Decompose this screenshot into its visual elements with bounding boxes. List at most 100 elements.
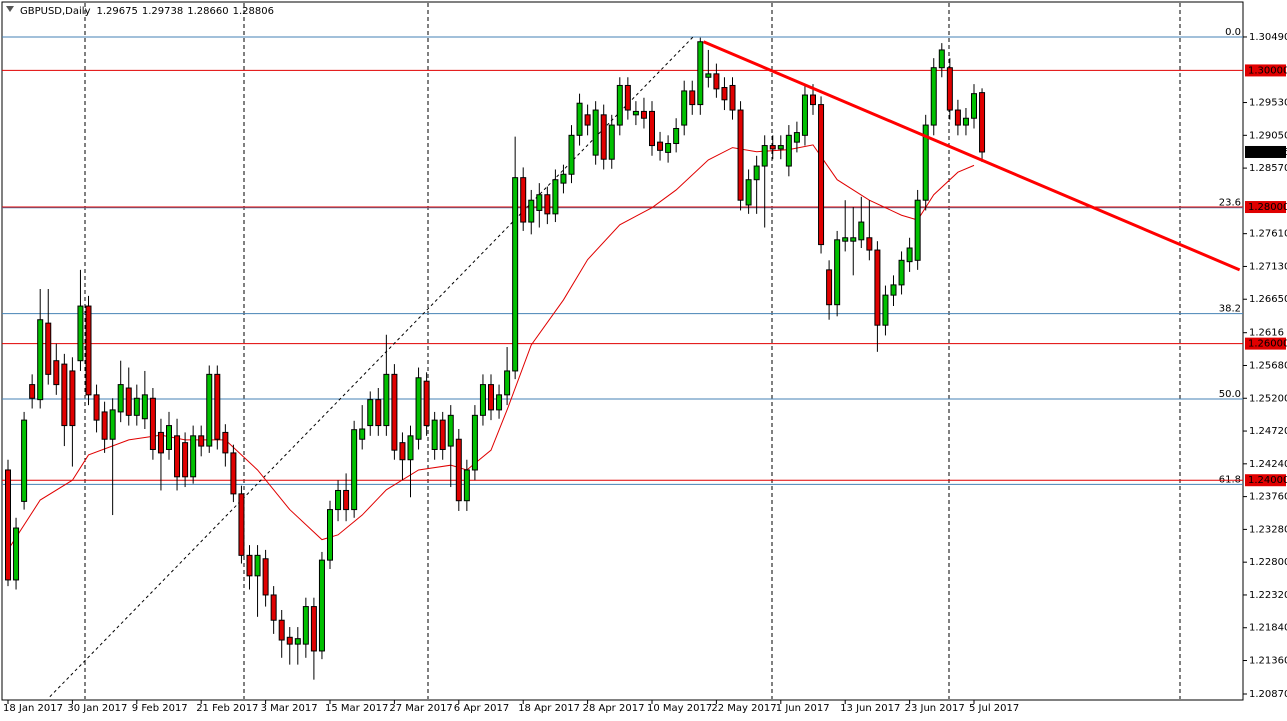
candle-body xyxy=(327,509,333,561)
quote-open: 1.29675 xyxy=(97,6,138,17)
candle-body xyxy=(415,377,422,440)
symbol-icon xyxy=(6,6,14,12)
candle-body xyxy=(946,67,953,111)
candle-body xyxy=(166,425,172,450)
candle-body xyxy=(665,143,672,153)
candle-body xyxy=(206,373,213,447)
level-label-box xyxy=(1245,64,1286,77)
candle-body xyxy=(149,397,156,450)
candle-body xyxy=(512,177,519,372)
candle-body xyxy=(954,109,961,126)
candle-body xyxy=(37,319,44,401)
candle-body xyxy=(649,110,655,147)
candle-body xyxy=(882,294,889,326)
candle-body xyxy=(45,322,52,375)
candle-body xyxy=(552,179,559,215)
candle-body xyxy=(624,84,631,111)
candle-body xyxy=(745,179,752,206)
candle-body xyxy=(463,469,470,502)
candle-body xyxy=(496,394,503,411)
candle-body xyxy=(850,237,857,242)
candle-body xyxy=(721,87,728,101)
candle-body xyxy=(858,221,865,241)
candle-body xyxy=(608,124,615,160)
candle-body xyxy=(842,237,849,242)
quote-close: 1.28806 xyxy=(233,6,274,17)
y-tick-label: 1.24240 xyxy=(1249,459,1287,470)
current-price-box xyxy=(1245,145,1286,158)
candle-body xyxy=(818,104,825,246)
candle-body xyxy=(560,173,567,184)
candle-body xyxy=(600,114,607,160)
candle-body xyxy=(962,117,969,126)
candle-body xyxy=(705,73,712,78)
candle-body xyxy=(383,373,390,427)
candle-body xyxy=(979,92,986,153)
candle-body xyxy=(455,438,462,502)
candle-body xyxy=(302,606,309,645)
candle-body xyxy=(141,394,148,420)
candle-body xyxy=(77,305,84,362)
y-tick-label: 1.22320 xyxy=(1249,590,1287,601)
candle-body xyxy=(737,109,744,201)
candle-body xyxy=(29,384,36,399)
candle-body xyxy=(53,360,60,386)
candle-body xyxy=(922,124,929,201)
candle-body xyxy=(777,145,784,150)
candle-body xyxy=(101,411,108,440)
x-tick-label: 3 Mar 2017 xyxy=(261,703,318,714)
y-tick-label: 1.2616 xyxy=(1249,328,1284,339)
quote-high: 1.29738 xyxy=(142,6,183,17)
quote-low: 1.28660 xyxy=(187,6,228,17)
x-tick-label: 5 Jul 2017 xyxy=(969,703,1019,714)
x-tick-label: 18 Jan 2017 xyxy=(3,703,63,714)
candle-body xyxy=(335,489,342,511)
y-tick-label: 1.20870 xyxy=(1249,689,1287,700)
candle-body xyxy=(399,442,406,461)
candle-body xyxy=(21,419,28,502)
candle-body xyxy=(117,384,124,413)
candle-body xyxy=(407,435,414,461)
candle-body xyxy=(504,370,511,396)
candles xyxy=(5,37,986,680)
candle-body xyxy=(568,134,575,175)
x-tick-label: 6 Apr 2017 xyxy=(454,703,509,714)
y-tick-label: 1.30490 xyxy=(1249,32,1287,43)
trendline xyxy=(702,40,1241,272)
x-tick-label: 27 Mar 2017 xyxy=(389,703,452,714)
y-tick-label: 1.21360 xyxy=(1249,656,1287,667)
candle-body xyxy=(834,239,841,306)
candle-body xyxy=(874,249,881,326)
candle-body xyxy=(914,199,921,261)
candle-body xyxy=(729,84,736,111)
candle-body xyxy=(391,373,398,451)
candle-body xyxy=(689,90,696,106)
y-tick-label: 1.26650 xyxy=(1249,294,1287,305)
current-price-label: 1.28806 xyxy=(1248,147,1287,158)
x-tick-label: 18 Apr 2017 xyxy=(518,703,580,714)
candle-body xyxy=(359,428,366,440)
fib-level-label: 50.0 xyxy=(1219,389,1241,400)
candle-body xyxy=(616,84,623,126)
candle-body xyxy=(431,419,438,450)
candle-body xyxy=(544,194,551,215)
x-tick-label: 13 Jun 2017 xyxy=(840,703,900,714)
candle-body xyxy=(890,284,897,296)
y-tick-label: 1.28570 xyxy=(1249,163,1287,174)
candle-body xyxy=(286,636,293,645)
candle-body xyxy=(673,127,680,145)
candle-body xyxy=(769,145,776,150)
candle-body xyxy=(270,594,277,621)
candle-body xyxy=(785,134,792,167)
candle-body xyxy=(906,247,913,263)
candle-body xyxy=(423,380,430,427)
candle-body xyxy=(592,109,599,156)
candle-body xyxy=(801,94,808,136)
y-tick-label: 1.21840 xyxy=(1249,623,1287,634)
x-tick-label: 9 Feb 2017 xyxy=(132,703,188,714)
candle-body xyxy=(866,237,873,251)
symbol-title: GBPUSD,Daily xyxy=(20,6,91,17)
x-tick-label: 23 Jun 2017 xyxy=(905,703,965,714)
x-tick-label: 21 Feb 2017 xyxy=(196,703,258,714)
level-label-box xyxy=(1245,201,1286,214)
